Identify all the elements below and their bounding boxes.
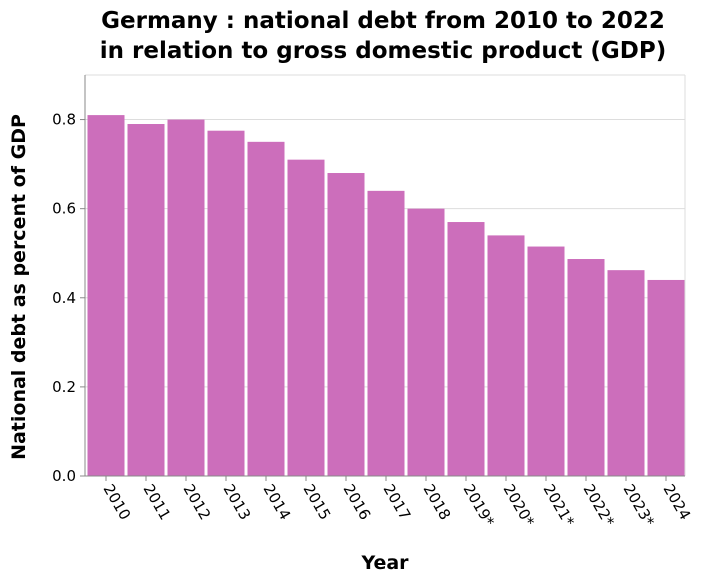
bar-2016	[327, 173, 365, 476]
y-axis-title: National debt as percent of GDP	[8, 114, 30, 460]
y-tick-label: 0.4	[52, 289, 76, 307]
bars	[87, 115, 685, 477]
x-tick-label: 2023*	[620, 481, 659, 530]
x-tick-label: 2013	[220, 481, 255, 523]
bar-2013	[207, 130, 245, 476]
y-tick-label: 0.6	[52, 200, 76, 218]
x-tick-label: 2018	[420, 481, 455, 523]
bar-2024	[647, 279, 685, 476]
x-tick-label: 2010	[100, 481, 135, 523]
bar-2015	[287, 159, 325, 476]
x-tick-label: 2015	[300, 481, 335, 523]
x-tick-label: 2016	[340, 481, 375, 523]
x-tick-label: 2014	[260, 481, 295, 523]
bar-2011	[127, 124, 165, 476]
chart-title-line-1: Germany : national debt from 2010 to 202…	[101, 8, 665, 34]
x-axis-title: Year	[360, 552, 409, 574]
bar-2019-est	[447, 222, 485, 476]
x-tick-label: 2011	[140, 481, 175, 523]
bar-2012	[167, 119, 205, 477]
y-tick-label: 0.2	[52, 378, 76, 396]
bar-2017	[367, 190, 405, 476]
x-tick-label: 2021*	[540, 481, 579, 530]
bar-2020-est	[487, 235, 525, 476]
x-tick-label: 2020*	[500, 481, 539, 530]
bar-2010	[87, 115, 125, 476]
x-tick-label: 2017	[380, 481, 415, 523]
x-tick-label: 2022*	[580, 481, 619, 530]
bar-2022-est	[567, 259, 605, 476]
bar-2014	[247, 141, 285, 477]
bar-2018	[407, 208, 445, 476]
chart-title-line-2: in relation to gross domestic product (G…	[100, 38, 666, 64]
y-tick-label: 0.0	[52, 467, 76, 485]
bar-2021-est	[527, 246, 565, 476]
bar-2023-est	[607, 270, 645, 476]
x-tick-label: 2019*	[460, 481, 499, 530]
x-tick-label: 2012	[180, 481, 215, 523]
x-tick-label: 2024	[660, 481, 695, 523]
y-tick-label: 0.8	[52, 111, 76, 129]
